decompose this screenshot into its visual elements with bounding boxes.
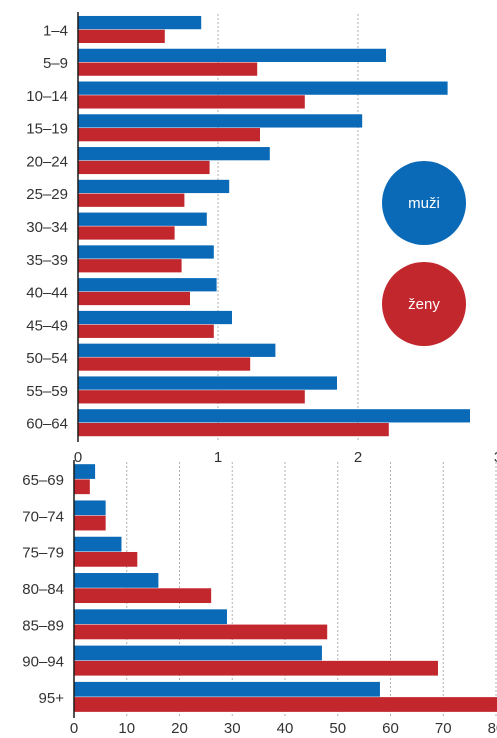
category-label: 20–24 xyxy=(26,153,68,170)
x-tick-label: 60 xyxy=(382,720,399,737)
category-label: 75–79 xyxy=(22,545,64,562)
bar-men-8 xyxy=(78,278,217,292)
x-tick-label: 50 xyxy=(329,720,346,737)
bar-women-2 xyxy=(74,551,138,567)
bar-men-4 xyxy=(74,609,227,625)
bar-women-6 xyxy=(74,697,497,712)
category-label: 85–89 xyxy=(22,617,64,634)
category-label: 80–84 xyxy=(22,581,64,598)
category-label: 55–59 xyxy=(26,383,68,400)
bar-men-2 xyxy=(78,81,448,95)
bar-men-3 xyxy=(74,573,159,588)
category-label: 5–9 xyxy=(43,55,68,72)
x-tick-label: 70 xyxy=(435,720,452,737)
bar-women-1 xyxy=(78,62,258,76)
bar-women-11 xyxy=(78,390,305,404)
bar-men-4 xyxy=(78,147,270,161)
bar-women-1 xyxy=(74,515,106,531)
bar-men-1 xyxy=(78,48,386,62)
x-tick-label: 0 xyxy=(70,720,78,737)
bar-women-8 xyxy=(78,291,190,306)
bar-men-11 xyxy=(78,376,337,390)
bar-men-0 xyxy=(74,464,96,479)
bar-men-2 xyxy=(74,536,122,552)
x-tick-label: 20 xyxy=(171,720,188,737)
x-tick-label: 10 xyxy=(118,720,135,737)
bar-men-10 xyxy=(78,343,276,357)
bar-women-4 xyxy=(78,160,210,175)
category-label: 10–14 xyxy=(26,88,68,105)
bar-men-3 xyxy=(78,114,363,128)
bar-men-6 xyxy=(78,212,207,226)
bar-men-1 xyxy=(74,500,106,516)
bar-women-6 xyxy=(78,226,175,240)
category-label: 40–44 xyxy=(26,285,68,302)
bar-women-0 xyxy=(78,29,165,43)
category-label: 45–49 xyxy=(26,317,68,334)
chart-panel-ages-1-64: 0 1 2 3 1–4 5–9 10–14 15–19 20–24 25–29 30–34 35–39… xyxy=(26,12,497,466)
bar-women-10 xyxy=(78,357,251,371)
bar-men-0 xyxy=(78,15,202,30)
bar-women-2 xyxy=(78,95,305,109)
bar-women-7 xyxy=(78,259,182,273)
legend-men-label: muži xyxy=(408,195,440,212)
legend-men-marker xyxy=(382,161,466,245)
bar-women-12 xyxy=(78,422,389,437)
legend: muži ženy xyxy=(382,161,466,346)
x-tick-label: 80 xyxy=(488,720,497,737)
category-label: 15–19 xyxy=(26,121,68,138)
bar-women-3 xyxy=(74,588,212,604)
bar-men-7 xyxy=(78,245,214,259)
x-tick-label: 40 xyxy=(277,720,294,737)
legend-women-marker xyxy=(382,262,466,346)
category-label: 95+ xyxy=(39,690,65,707)
x-tick-label: 2 xyxy=(354,449,362,466)
bar-men-5 xyxy=(74,645,322,661)
bar-men-9 xyxy=(78,310,232,325)
bar-women-0 xyxy=(74,479,90,495)
category-label: 35–39 xyxy=(26,252,68,269)
chart-panel-ages-65-plus: 0 10 20 30 40 50 60 70 80 65–69 70–74 75–79 80–84 85–… xyxy=(22,460,497,737)
bar-women-3 xyxy=(78,128,260,142)
category-label: 70–74 xyxy=(22,508,64,525)
x-tick-label: 30 xyxy=(224,720,241,737)
bar-women-9 xyxy=(78,324,214,338)
bar-women-5 xyxy=(78,193,185,207)
x-tick-label: 0 xyxy=(74,449,82,466)
category-label: 30–34 xyxy=(26,219,68,236)
bar-men-6 xyxy=(74,681,380,697)
category-label: 90–94 xyxy=(22,654,64,671)
bar-women-5 xyxy=(74,660,438,676)
category-label: 25–29 xyxy=(26,186,68,203)
category-label: 50–54 xyxy=(26,350,68,367)
category-label: 1–4 xyxy=(43,22,68,39)
x-tick-label: 3 xyxy=(494,449,497,466)
category-label: 60–64 xyxy=(26,416,68,433)
bar-men-12 xyxy=(78,409,470,423)
category-label: 65–69 xyxy=(22,472,64,489)
legend-women-label: ženy xyxy=(408,296,440,313)
x-tick-label: 1 xyxy=(214,449,222,466)
bar-men-5 xyxy=(78,179,230,194)
bar-women-4 xyxy=(74,624,328,640)
